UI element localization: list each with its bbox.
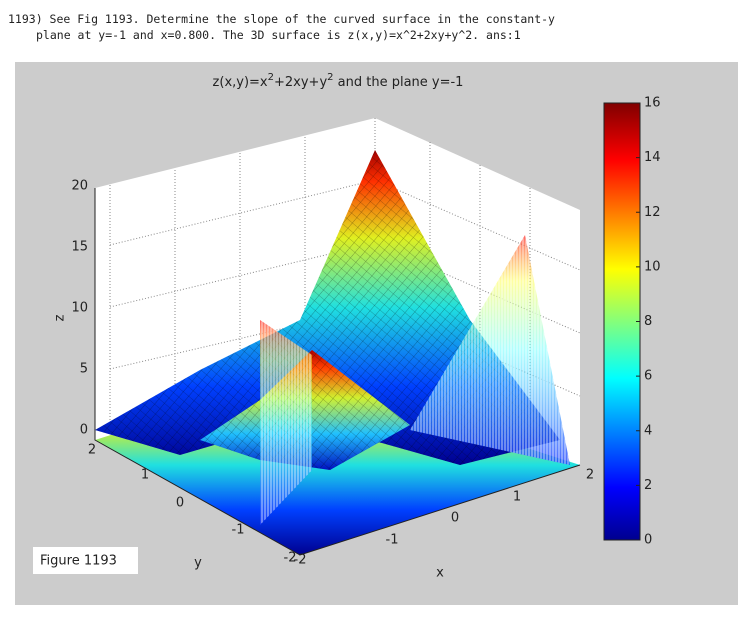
colorbar-tick-label: 0 — [644, 533, 652, 548]
colorbar-tick-label: 8 — [644, 314, 652, 329]
z-axis-label: z — [53, 314, 68, 321]
z-tick-label: 0 — [80, 423, 88, 438]
title-part: and the plane y=-1 — [334, 75, 464, 90]
title-part: 2 — [268, 72, 274, 83]
caption-box — [33, 547, 138, 574]
colorbar-tick-label: 2 — [644, 478, 652, 493]
y-tick-label: 0 — [176, 496, 184, 511]
y-tick-label: 1 — [141, 468, 149, 483]
x-tick-label: 1 — [513, 490, 521, 505]
title-part: z(x,y)=x — [213, 75, 268, 90]
title-part: 2 — [327, 72, 333, 83]
title-part: +2xy+y — [274, 75, 327, 90]
colorbar-tick-label: 10 — [644, 259, 661, 274]
z-tick-label: 10 — [71, 301, 88, 316]
y-tick-label: -2 — [284, 551, 297, 566]
x-tick-label: 0 — [451, 511, 459, 526]
x-tick-label: -1 — [386, 533, 399, 548]
x-axis-label: x — [436, 566, 444, 581]
colorbar-tick-label: 16 — [644, 96, 661, 111]
colorbar-tick-label: 4 — [644, 423, 652, 438]
question-line: 1193) See Fig 1193. Determine the slope … — [8, 12, 555, 26]
colorbar-tick-label: 12 — [644, 205, 661, 220]
caption: Figure 1193 — [40, 554, 117, 569]
x-tick-label: -2 — [294, 553, 307, 568]
colorbar-tick-label: 6 — [644, 369, 652, 384]
z-tick-label: 5 — [80, 362, 88, 377]
y-tick-label: -1 — [232, 523, 245, 538]
plot-title: z(x,y)=x2+2xy+y2 and the plane y=-1 — [213, 72, 464, 90]
question-line: plane at y=-1 and x=0.800. The 3D surfac… — [36, 28, 521, 42]
colorbar — [603, 102, 641, 541]
z-tick-label: 15 — [71, 240, 88, 255]
y-tick-label: 2 — [88, 443, 96, 458]
colorbar-tick-label: 14 — [644, 150, 661, 165]
y-axis-label: y — [194, 556, 202, 571]
plane-left-lines — [260, 320, 312, 525]
x-tick-label: 2 — [586, 468, 594, 483]
axis-lines — [94, 188, 581, 556]
z-tick-label: 20 — [71, 179, 88, 194]
plane-right-lines — [410, 235, 570, 465]
